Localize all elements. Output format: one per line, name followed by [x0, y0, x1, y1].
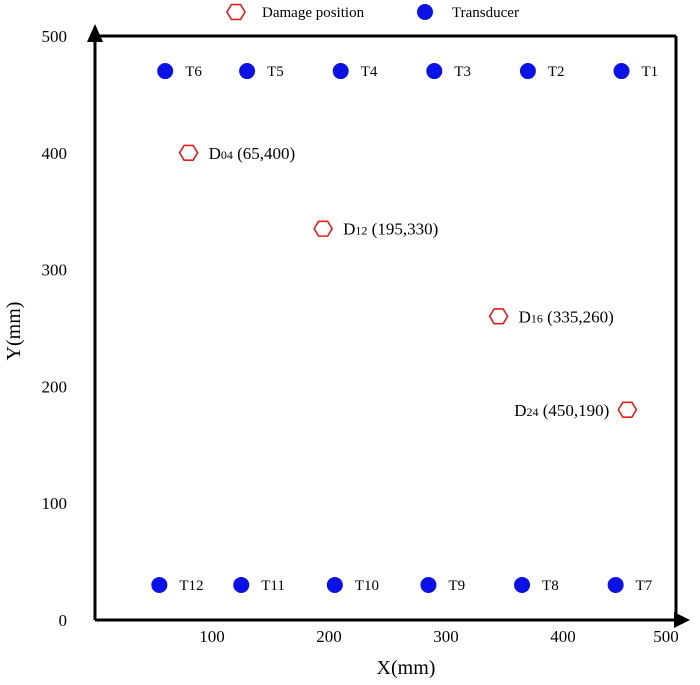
transducer-point	[332, 63, 349, 80]
y-tick-label: 400	[42, 144, 68, 163]
damage-point	[488, 308, 509, 325]
damage-label: D16 (335,260)	[519, 307, 614, 326]
damage-label: D04 (65,400)	[209, 144, 296, 163]
y-tick-label: 300	[42, 261, 68, 280]
transducer-label: T2	[548, 64, 565, 80]
transducer-point	[613, 63, 630, 80]
legend-circle-icon	[417, 4, 433, 20]
y-tick-label: 500	[42, 27, 68, 46]
x-axis-title: X(mm)	[377, 657, 436, 679]
transducer-point	[607, 576, 624, 593]
transducer-label: T6	[185, 64, 202, 80]
x-tick-label: 100	[199, 627, 225, 646]
transducer-label: T5	[267, 64, 284, 80]
transducer-label: T7	[636, 578, 653, 594]
y-axis-title: Y(mm)	[3, 302, 25, 361]
transducer-label: T11	[261, 578, 285, 594]
transducer-point	[420, 576, 437, 593]
damage-point	[178, 144, 199, 161]
axes	[87, 24, 690, 628]
legend-hexagon-icon	[226, 3, 246, 21]
x-axis-arrow	[674, 612, 690, 628]
legend: Damage position Transducer	[226, 3, 519, 21]
damage-point	[313, 220, 334, 237]
transducer-point	[519, 63, 536, 80]
transducer-label: T10	[355, 578, 379, 594]
transducer-label: T12	[179, 578, 203, 594]
transducer-label: T9	[448, 578, 465, 594]
transducer-label: T4	[361, 64, 378, 80]
y-tick-label: 100	[42, 494, 68, 513]
x-tick-label: 300	[433, 627, 459, 646]
transducer-point	[157, 63, 174, 80]
transducer-point	[239, 63, 256, 80]
data-marks: T1 T2 T3 T4 T5 T6 T7 T8 T9 T10 T11 T12 D04 (65,400) D…	[151, 63, 658, 594]
x-tick-label: 500	[653, 627, 679, 646]
transducer-point	[426, 63, 443, 80]
x-tick-label: 400	[550, 627, 576, 646]
tick-labels: 100 200 300 400 500 0 100 200 300 400 500	[42, 27, 679, 646]
transducer-point	[514, 576, 531, 593]
axis-titles: X(mm) Y(mm)	[3, 302, 435, 679]
transducer-point	[233, 576, 250, 593]
legend-label-transducer: Transducer	[452, 5, 519, 21]
transducer-label: T8	[542, 578, 559, 594]
transducer-point	[326, 576, 343, 593]
legend-label-damage: Damage position	[262, 5, 365, 21]
y-axis-arrow	[87, 24, 103, 42]
damage-point	[617, 401, 638, 418]
damage-label: D24 (450,190)	[514, 401, 609, 420]
damage-label: D12 (195,330)	[343, 220, 438, 239]
transducer-label: T1	[642, 64, 659, 80]
y-tick-label: 0	[59, 611, 68, 630]
transducer-point	[151, 576, 168, 593]
y-tick-label: 200	[42, 377, 68, 396]
x-tick-label: 200	[316, 627, 342, 646]
transducer-label: T3	[454, 64, 471, 80]
